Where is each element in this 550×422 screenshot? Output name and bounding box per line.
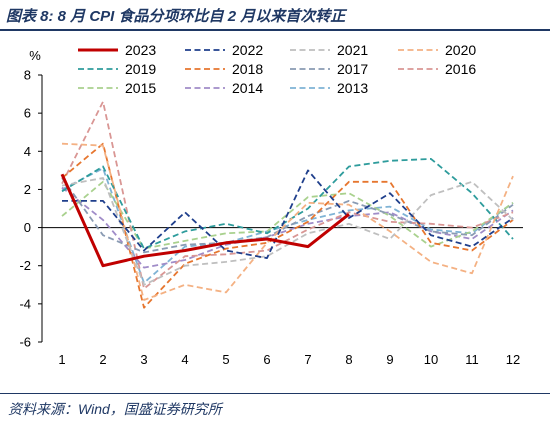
series-line-2018 bbox=[61, 142, 514, 309]
y-axis-unit-label: % bbox=[29, 48, 41, 63]
legend-label-2021: 2021 bbox=[337, 42, 368, 58]
x-tick-label: 3 bbox=[140, 352, 147, 367]
legend-label-2020: 2020 bbox=[445, 42, 476, 58]
legend-label-2023: 2023 bbox=[125, 42, 156, 58]
legend-label-2019: 2019 bbox=[125, 61, 156, 77]
y-tick-label: -6 bbox=[19, 335, 31, 350]
legend-label-2022: 2022 bbox=[232, 42, 263, 58]
series-line-2019 bbox=[61, 157, 514, 250]
y-tick-label: 8 bbox=[24, 68, 31, 83]
series-line-2022 bbox=[62, 169, 514, 260]
y-tick-label: 4 bbox=[24, 144, 31, 159]
x-tick-label: 11 bbox=[465, 352, 479, 367]
y-tick-label: 0 bbox=[24, 220, 31, 235]
x-tick-label: 6 bbox=[263, 352, 270, 367]
legend-label-2018: 2018 bbox=[232, 61, 263, 77]
x-tick-label: 12 bbox=[506, 352, 520, 367]
legend-label-2016: 2016 bbox=[445, 61, 476, 77]
series-line-2020 bbox=[61, 142, 514, 301]
legend-label-2017: 2017 bbox=[337, 61, 368, 77]
legend-label-2015: 2015 bbox=[125, 80, 156, 96]
y-tick-label: 6 bbox=[24, 106, 31, 121]
figure-title: 图表 8: 8 月 CPI 食品分项环比自 2 月以来首次转正 bbox=[6, 8, 346, 25]
y-tick-label: 2 bbox=[24, 182, 31, 197]
x-tick-label: 7 bbox=[304, 352, 311, 367]
figure-source: 资料来源：Wind，国盛证券研究所 bbox=[8, 401, 222, 417]
figure-title-bar: 图表 8: 8 月 CPI 食品分项环比自 2 月以来首次转正 bbox=[0, 0, 550, 31]
x-tick-label: 9 bbox=[386, 352, 393, 367]
x-tick-label: 2 bbox=[99, 352, 106, 367]
legend-label-2013: 2013 bbox=[337, 80, 368, 96]
x-tick-label: 8 bbox=[345, 352, 352, 367]
y-tick-label: -4 bbox=[19, 296, 31, 311]
legend-label-2014: 2014 bbox=[232, 80, 263, 96]
series-line-2021 bbox=[61, 177, 514, 286]
series-line-2017 bbox=[61, 177, 514, 254]
x-tick-label: 1 bbox=[58, 352, 65, 367]
title-divider bbox=[0, 29, 550, 31]
x-tick-label: 10 bbox=[424, 352, 438, 367]
chart-legend: 2023 2022 2021 2020 2019 2018 2017 2016 2015 2014… bbox=[78, 42, 476, 96]
x-tick-label: 5 bbox=[222, 352, 229, 367]
x-tick-label: 4 bbox=[181, 352, 188, 367]
series-line-2023 bbox=[60, 173, 350, 268]
source-divider bbox=[0, 393, 550, 394]
y-tick-label: -2 bbox=[19, 258, 31, 273]
